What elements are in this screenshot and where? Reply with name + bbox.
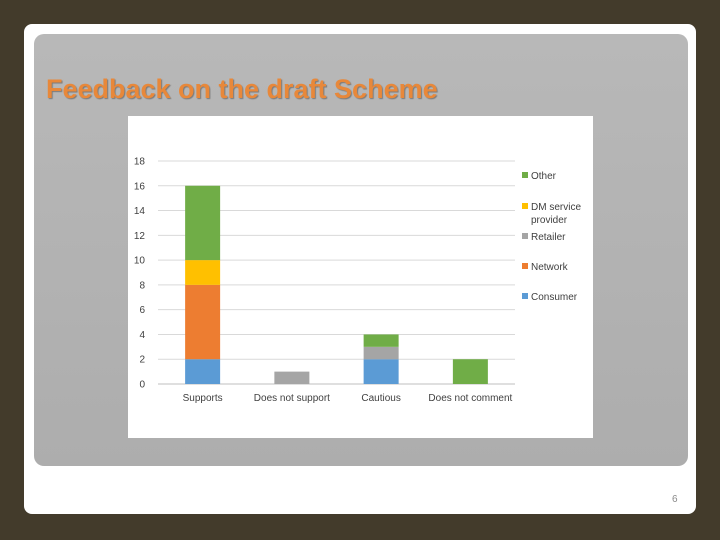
y-tick-label: 12 bbox=[134, 231, 146, 242]
bar-segment-retailer bbox=[363, 346, 399, 360]
bar-segment-consumer bbox=[363, 359, 399, 384]
legend-swatch bbox=[522, 203, 528, 209]
legend-swatch bbox=[522, 263, 528, 269]
y-tick-label: 4 bbox=[139, 330, 145, 341]
y-tick-label: 10 bbox=[134, 256, 146, 267]
legend-label: Retailer bbox=[531, 232, 566, 243]
chart-container: 0 2 4 6 8 10 12 14 16 18 Supports Does not support… bbox=[128, 116, 593, 438]
bar-segment-other bbox=[363, 334, 399, 347]
bar-segment-dm-service-provider bbox=[185, 260, 221, 285]
slide-title: Feedback on the draft Scheme bbox=[46, 74, 438, 104]
bars bbox=[185, 185, 488, 384]
y-tick-label: 0 bbox=[139, 380, 145, 391]
y-tick-label: 16 bbox=[134, 181, 146, 192]
legend-label: Network bbox=[531, 262, 569, 273]
y-tick-label: 2 bbox=[139, 355, 145, 366]
bar-segment-network bbox=[185, 284, 221, 360]
y-tick-label: 6 bbox=[139, 305, 145, 316]
x-tick-label: Supports bbox=[183, 393, 223, 404]
legend-label: Other bbox=[531, 171, 557, 182]
bar-segment-retailer bbox=[274, 371, 310, 384]
legend-label: Consumer bbox=[531, 292, 578, 303]
y-tick-label: 18 bbox=[134, 157, 146, 168]
y-tick-labels: 0 2 4 6 8 10 12 14 16 18 bbox=[134, 157, 146, 391]
x-tick-label: Does not comment bbox=[428, 393, 512, 404]
y-tick-label: 14 bbox=[134, 206, 146, 217]
legend-swatch bbox=[522, 233, 528, 239]
legend: Other DM service provider Retailer Network Co… bbox=[522, 171, 581, 303]
x-tick-label: Cautious bbox=[361, 393, 400, 404]
bar-segment-other bbox=[185, 185, 221, 261]
legend-swatch bbox=[522, 172, 528, 178]
bar-segment-consumer bbox=[185, 359, 221, 384]
y-tick-label: 8 bbox=[139, 280, 145, 291]
bar-segment-other bbox=[452, 359, 488, 384]
legend-label: provider bbox=[531, 215, 568, 226]
page-number: 6 bbox=[672, 494, 678, 505]
x-tick-label: Does not support bbox=[254, 393, 330, 404]
legend-label: DM service bbox=[531, 202, 581, 213]
x-tick-labels: Supports Does not support Cautious Does not… bbox=[183, 393, 513, 404]
legend-swatch bbox=[522, 293, 528, 299]
stacked-bar-chart: 0 2 4 6 8 10 12 14 16 18 Supports Does not support… bbox=[134, 157, 582, 405]
